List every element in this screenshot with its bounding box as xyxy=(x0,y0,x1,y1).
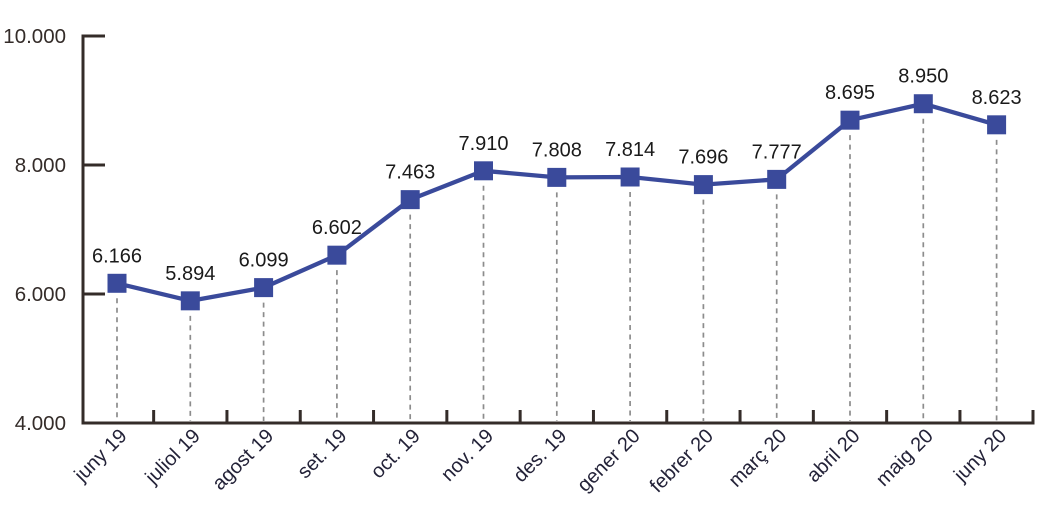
data-point-value-label: 6.099 xyxy=(239,250,289,272)
data-point-value-label: 7.910 xyxy=(458,133,508,155)
data-point-value-label: 8.623 xyxy=(972,87,1022,109)
data-point-value-label: 7.808 xyxy=(532,139,582,161)
y-axis-label: 8.000 xyxy=(15,154,66,177)
x-axis-label: maig 20 xyxy=(872,425,938,491)
x-axis-label: set. 19 xyxy=(293,425,351,483)
data-point-value-label: 7.814 xyxy=(605,139,655,161)
data-point-value-label: 7.696 xyxy=(678,147,728,169)
data-point-marker xyxy=(180,291,200,311)
data-point-marker xyxy=(620,167,640,187)
data-point-marker xyxy=(254,278,274,298)
data-point-marker xyxy=(767,169,787,189)
x-axis-label: agost 19 xyxy=(208,425,278,495)
data-point-marker xyxy=(327,245,347,265)
data-point-marker xyxy=(913,94,933,114)
data-point-marker xyxy=(547,167,567,187)
data-point-value-label: 7.463 xyxy=(385,162,435,184)
x-axis-label: març 20 xyxy=(725,425,792,492)
data-point-value-label: 6.602 xyxy=(312,217,362,239)
x-axis-label: des. 19 xyxy=(509,425,571,487)
data-point-value-label: 5.894 xyxy=(165,263,215,285)
data-point-value-label: 8.695 xyxy=(825,82,875,104)
y-axis-label: 10.000 xyxy=(3,25,66,48)
x-axis-label: oct. 19 xyxy=(367,425,425,483)
y-axis-label: 6.000 xyxy=(15,283,66,306)
x-axis-label: nov. 19 xyxy=(437,425,498,486)
data-point-marker xyxy=(693,175,713,195)
data-point-marker xyxy=(107,273,127,293)
data-point-marker xyxy=(987,115,1007,135)
x-axis-label: gener 20 xyxy=(573,425,644,496)
x-axis-label: juny 19 xyxy=(70,425,132,487)
x-axis-label: abril 20 xyxy=(803,425,865,487)
data-point-marker xyxy=(474,161,493,181)
axis-frame xyxy=(81,34,1035,425)
y-axis-label: 4.000 xyxy=(15,412,66,435)
data-point-value-label: 6.166 xyxy=(92,245,142,267)
data-point-value-label: 8.950 xyxy=(898,66,948,88)
data-point-value-label: 7.777 xyxy=(752,141,802,163)
x-axis-label: juliol 19 xyxy=(141,425,205,489)
x-axis-label: febrer 20 xyxy=(646,425,718,497)
x-axis-label: juny 20 xyxy=(949,425,1011,487)
data-point-marker xyxy=(400,190,420,210)
data-point-marker xyxy=(840,110,860,130)
